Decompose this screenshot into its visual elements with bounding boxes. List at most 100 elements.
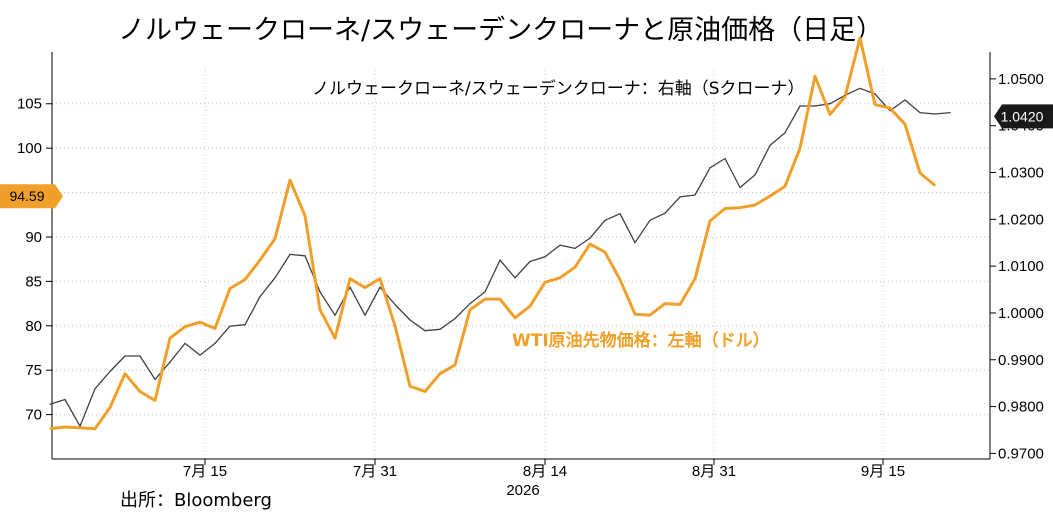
wti-point [679,303,681,306]
wti-point [379,278,381,280]
wti-point [664,303,666,305]
wti-point [574,266,576,268]
sek-point [259,296,261,298]
sek-point [199,354,201,356]
wti-point [349,278,351,280]
wti-point [454,364,456,366]
wti-point [244,279,246,281]
sek-point [454,318,456,320]
wti-point [319,309,321,311]
wti-point [214,327,216,329]
gridlines [52,70,990,459]
right-tick-label: 1.0000 [998,305,1044,322]
chart-title: ノルウェークローネ/スウェーデンクローナと原油価格（日足） [118,15,884,46]
wti-point [859,37,861,39]
wti-point [469,309,471,311]
sek-point [904,99,906,101]
sek-point [919,112,921,114]
left-tick-label: 85 [25,273,42,290]
sek-point [799,105,801,107]
sek-point [739,186,741,189]
sek-point [529,260,531,263]
sek-point [244,324,246,326]
wti-point [559,277,561,279]
sek-point [544,256,546,258]
sek-point [334,314,336,316]
sek-point [274,277,276,279]
sek-point [124,355,126,357]
sek-point [304,255,306,257]
x-tick-label: 7月 31 [353,463,397,480]
sek-point [49,403,51,405]
wti-point [529,305,531,307]
left-tick-label: 105 [17,96,42,113]
last-value-badges: 94.59 1.0420 [0,104,1053,209]
wti-point [229,287,231,290]
x-axis-ticks: 7月 15 7月 31 8月 14 8月 31 9月 15 2026 [183,463,905,499]
wti-point [874,104,876,106]
sek-point [889,110,891,112]
wti-point [604,251,606,253]
sek-point [214,342,216,344]
wti-point [919,172,921,174]
wti-point [109,406,111,409]
sek-point [634,242,636,244]
wti-point [439,373,441,375]
sek-point [439,328,441,330]
sek-point [709,167,711,169]
x-tick-label: 8月 31 [692,463,736,480]
x-tick-label: 7月 15 [183,463,227,480]
wti-point [274,238,276,240]
wti-point [364,287,366,289]
wti-point [64,426,66,428]
x-tick-label: 9月 15 [861,463,905,480]
sek-point [829,103,831,105]
sek-point [139,355,141,357]
sek-point [154,378,156,380]
sek-point [349,286,351,288]
wti-last-value-badge [0,184,63,209]
sek-point [694,194,696,196]
wti-point [94,428,96,430]
sek-point [859,87,861,89]
wti-point [694,278,696,280]
left-tick-label: 100 [17,140,42,157]
wti-point [409,385,411,387]
wti-point [739,207,741,209]
sek-point [874,93,876,95]
axes [46,52,996,465]
wti-point [169,337,171,339]
sek-point [289,253,291,255]
sek-point [394,303,396,306]
right-tick-label: 0.9800 [998,399,1044,416]
sek-point [664,212,666,214]
wti-point [424,390,426,393]
sek-point [844,94,846,96]
left-tick-label: 70 [25,407,42,424]
wti-point [484,298,486,300]
wti-point [49,428,51,430]
sek-point [409,319,411,321]
wti-point [934,184,936,187]
wti-point [514,317,516,319]
wti-point [619,279,621,281]
left-tick-label: 75 [25,362,42,379]
wti-point [904,123,906,125]
sek-last-value: 1.0420 [1001,108,1044,124]
wti-series-annotation: WTI原油先物価格：左軸（ドル） [512,330,770,351]
sek-point [514,277,516,279]
sek-point [769,144,771,146]
wti-point [199,321,201,323]
wti-point [769,195,771,197]
wti-point [889,107,891,109]
sek-point [649,219,651,221]
right-tick-label: 1.0100 [998,258,1044,275]
right-tick-label: 0.9700 [998,445,1044,462]
sek-point [604,219,606,221]
wti-point [334,337,336,339]
sek-point [379,286,381,288]
sek-point [559,244,561,246]
wti-point [259,259,261,261]
sek-point [319,291,321,293]
